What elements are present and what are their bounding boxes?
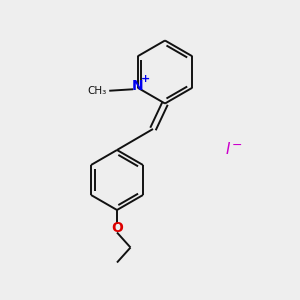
Text: I: I: [226, 142, 230, 158]
Text: N: N: [132, 79, 143, 93]
Text: CH₃: CH₃: [87, 86, 106, 96]
Text: O: O: [111, 221, 123, 235]
Text: +: +: [141, 74, 150, 84]
Text: −: −: [232, 139, 242, 152]
